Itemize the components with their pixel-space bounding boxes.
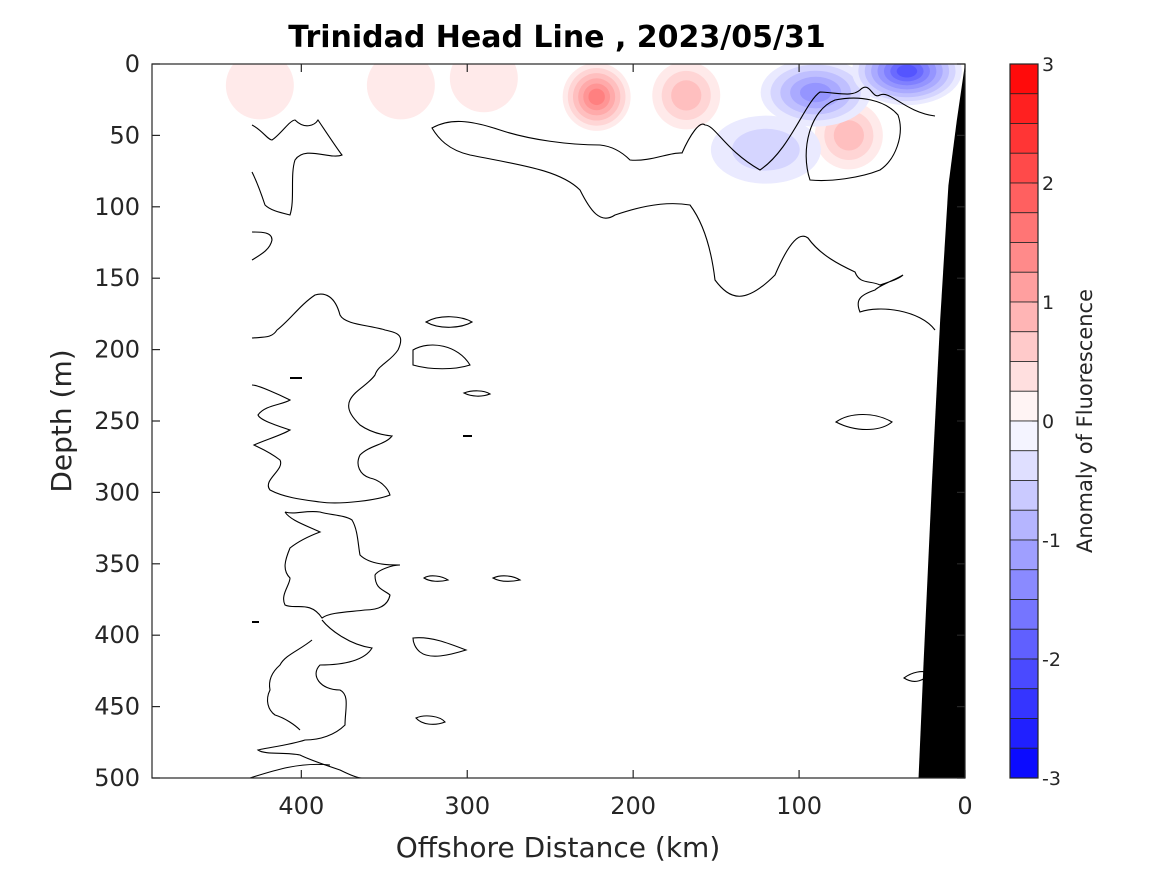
y-axis: 0 50 100 150 200 250 300 350 400 450 500 bbox=[94, 50, 965, 792]
colorbar-segment-23 bbox=[1009, 747, 1039, 779]
y-tick-label-350: 350 bbox=[94, 550, 140, 578]
anomaly-4-level-0 bbox=[449, 64, 518, 113]
bathymetry-shelf bbox=[918, 64, 965, 778]
y-tick-label-50: 50 bbox=[109, 121, 140, 149]
colorbar-tick-label-1: 1 bbox=[1042, 292, 1054, 314]
colorbar-segment-2 bbox=[1009, 123, 1039, 154]
x-tick-label-200: 200 bbox=[610, 792, 656, 820]
colorbar-label: Anomaly of Fluorescence bbox=[1073, 289, 1097, 553]
y-tick-label-250: 250 bbox=[94, 407, 140, 435]
colorbar-segment-14 bbox=[1009, 480, 1039, 511]
x-axis: 400 300 200 100 0 bbox=[278, 64, 973, 820]
y-tick-label-400: 400 bbox=[94, 621, 140, 649]
x-axis-label: Offshore Distance (km) bbox=[396, 831, 721, 864]
y-tick-label-0: 0 bbox=[125, 50, 140, 78]
plot-area bbox=[152, 64, 965, 778]
colorbar-tick-label--1: -1 bbox=[1042, 530, 1061, 552]
contour-line-upper bbox=[431, 86, 936, 331]
contour-blob-6 bbox=[412, 637, 468, 657]
colorbar-segment-1 bbox=[1009, 93, 1039, 124]
colorbar-segment-21 bbox=[1009, 688, 1039, 719]
colorbar-segment-7 bbox=[1009, 271, 1039, 303]
y-axis-label: Depth (m) bbox=[45, 349, 78, 492]
anomaly-fills bbox=[225, 64, 962, 184]
contour-line-bottom-left bbox=[249, 763, 331, 778]
x-tick-label-400: 400 bbox=[278, 792, 324, 820]
colorbar-segment-9 bbox=[1009, 331, 1039, 362]
colorbar-segment-6 bbox=[1009, 242, 1039, 273]
x-tick-label-0: 0 bbox=[957, 792, 972, 820]
colorbar-segment-0 bbox=[1009, 63, 1039, 95]
anomaly-3-level-0 bbox=[366, 64, 435, 120]
y-tick-label-450: 450 bbox=[94, 693, 140, 721]
contour-line-west-bottom bbox=[256, 619, 373, 778]
colorbar-segment-8 bbox=[1009, 301, 1039, 333]
anomaly-8-level-1 bbox=[732, 128, 800, 171]
anomaly-1-level-2 bbox=[671, 80, 702, 111]
anomaly-7-level-7 bbox=[896, 64, 918, 78]
colorbar-tick-label-2: 2 bbox=[1042, 173, 1054, 195]
contour-line-west-mid bbox=[251, 293, 402, 504]
x-tick-label-100: 100 bbox=[776, 792, 822, 820]
contour-blob-5 bbox=[491, 575, 522, 582]
contour-line-inner bbox=[805, 97, 901, 182]
contour-line-west-small bbox=[251, 231, 273, 261]
colorbar-segment-5 bbox=[1009, 212, 1039, 243]
colorbar-segment-22 bbox=[1009, 718, 1039, 749]
anomaly-5-level-0 bbox=[225, 64, 294, 120]
anomaly-6-level-4 bbox=[799, 82, 832, 103]
contour-blob-2 bbox=[412, 344, 471, 370]
colorbar-segment-16 bbox=[1009, 539, 1039, 571]
colorbar-segment-11 bbox=[1009, 390, 1039, 422]
colorbar-segment-20 bbox=[1009, 658, 1039, 690]
bathymetry bbox=[918, 64, 965, 778]
colorbar-tick-label-0: 0 bbox=[1042, 411, 1054, 433]
contour-blob-7 bbox=[415, 715, 446, 725]
colorbar: -3 -2 -1 0 1 2 3 bbox=[1009, 54, 1061, 790]
colorbar-segment-18 bbox=[1009, 599, 1039, 630]
y-tick-label-100: 100 bbox=[94, 193, 140, 221]
contour-blob-8 bbox=[834, 413, 893, 431]
colorbar-tick-label--3: -3 bbox=[1042, 768, 1061, 790]
contour-line-west-deep bbox=[283, 510, 401, 619]
colorbar-tick-label-3: 3 bbox=[1042, 54, 1054, 76]
y-tick-label-300: 300 bbox=[94, 478, 140, 506]
chart-title: Trinidad Head Line , 2023/05/31 bbox=[288, 20, 825, 55]
colorbar-segment-15 bbox=[1009, 509, 1039, 541]
colorbar-segment-10 bbox=[1009, 361, 1039, 392]
contour-blob-4 bbox=[423, 575, 450, 582]
contour-line-west-top bbox=[251, 118, 343, 216]
contour-blob-3 bbox=[462, 390, 492, 397]
colorbar-segment-17 bbox=[1009, 569, 1039, 600]
colorbar-segment-4 bbox=[1009, 182, 1039, 214]
colorbar-segment-19 bbox=[1009, 628, 1039, 660]
colorbar-segment-12 bbox=[1009, 420, 1039, 452]
anomaly-2-level-2 bbox=[833, 120, 864, 151]
colorbar-tick-label--2: -2 bbox=[1042, 649, 1061, 671]
y-tick-label-500: 500 bbox=[94, 764, 140, 792]
x-tick-label-300: 300 bbox=[444, 792, 490, 820]
contour-blob-1 bbox=[424, 316, 474, 328]
contour-line-left-lower bbox=[266, 639, 313, 731]
anomaly-0-level-5 bbox=[588, 88, 605, 106]
colorbar-segment-3 bbox=[1009, 152, 1039, 184]
zero-contours bbox=[249, 86, 936, 778]
y-tick-label-200: 200 bbox=[94, 336, 140, 364]
y-tick-label-150: 150 bbox=[94, 264, 140, 292]
colorbar-segment-13 bbox=[1009, 450, 1039, 481]
